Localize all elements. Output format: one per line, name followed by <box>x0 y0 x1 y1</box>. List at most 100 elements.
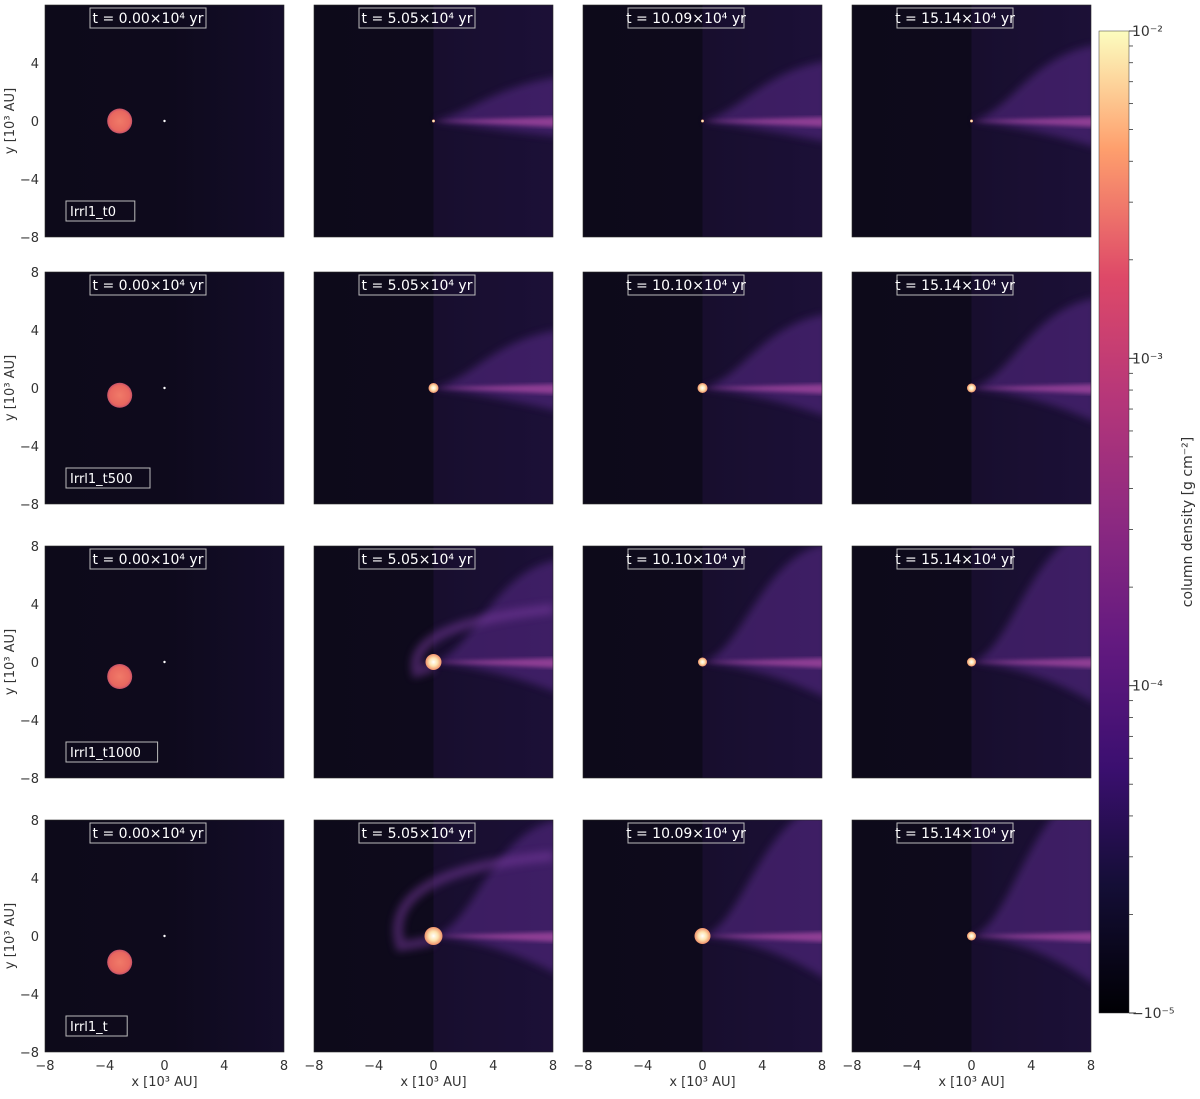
time-label-text: t = 0.00×10⁴ yr <box>93 278 204 294</box>
x-tick-label: 8 <box>549 1059 557 1074</box>
panel-2-1: t = 0.00×10⁴ yr Irrl1_t500 −8 −4 0 4 8 y [10³ A… <box>3 266 285 513</box>
colorbar-tick-label: 10⁻³ <box>1132 351 1163 367</box>
time-label-text: t = 5.05×10⁴ yr <box>362 11 473 27</box>
time-label: t = 5.05×10⁴ yr <box>358 7 476 29</box>
panel-content <box>107 660 166 689</box>
panel-content <box>970 5 1091 237</box>
x-tick-label: −8 <box>573 1059 592 1074</box>
x-tick-label: 0 <box>160 1059 168 1074</box>
x-axis-title: x [10³ AU] <box>400 1075 466 1090</box>
y-tick-label: 8 <box>31 814 39 829</box>
core-point <box>967 383 976 393</box>
x-tick-label: −4 <box>364 1059 383 1074</box>
x-axis-title: x [10³ AU] <box>669 1075 735 1090</box>
panel-3-3: t = 10.10×10⁴ yr <box>582 545 823 779</box>
outflow-envelope <box>433 561 553 691</box>
panel-content <box>107 382 166 408</box>
panel-frame <box>851 271 1092 505</box>
core-point <box>694 928 711 944</box>
core-point <box>432 119 435 123</box>
x-tick-label: −8 <box>35 1059 54 1074</box>
cloud-blob <box>107 949 133 975</box>
time-label-text: t = 0.00×10⁴ yr <box>93 11 204 27</box>
panel-frame <box>582 545 823 779</box>
y-axis-title: y [10³ AU] <box>3 88 18 154</box>
y-tick-label: 0 <box>31 382 39 397</box>
x-tick-label: 4 <box>758 1059 766 1074</box>
x-tick-label: −8 <box>842 1059 861 1074</box>
bow-shell <box>410 604 553 679</box>
time-label-box <box>627 274 745 296</box>
panel-content <box>694 820 822 1052</box>
colorbar-tick-label: −10⁻⁵ <box>1132 1006 1175 1022</box>
x-tick-label: −4 <box>633 1059 652 1074</box>
y-tick-label: −8 <box>20 772 39 787</box>
y-tick-label: 0 <box>31 930 39 945</box>
panel-content <box>410 546 553 778</box>
run-label-text: Irrl1_t1000 <box>70 746 141 761</box>
y-tick-label: −8 <box>20 231 39 246</box>
core-point <box>424 927 443 945</box>
panel-4-4: t = 15.14×10⁴ yr −8 −4 0 4 8 x [10³ AU] <box>842 819 1095 1090</box>
core-point <box>967 657 976 667</box>
time-label-text: t = 15.14×10⁴ yr <box>895 826 1015 842</box>
dense-tail <box>702 384 822 394</box>
x-axis-title: x [10³ AU] <box>131 1075 197 1090</box>
panel-frame <box>44 819 285 1053</box>
y-tick-label: −8 <box>20 1046 39 1061</box>
run-label-text: Irrl1_t500 <box>70 472 133 487</box>
time-label-box <box>358 7 476 29</box>
dense-tail <box>433 658 553 668</box>
core-point <box>425 654 442 670</box>
x-tick-label: 4 <box>489 1059 497 1074</box>
panel-frame <box>313 4 554 238</box>
y-axis-title: y [10³ AU] <box>3 903 18 969</box>
run-label-box <box>65 467 151 489</box>
outflow-envelope <box>971 820 1091 983</box>
y-tick-label: −4 <box>20 714 39 729</box>
star-point <box>163 660 166 664</box>
y-tick-label: −4 <box>20 988 39 1003</box>
dense-tail <box>702 117 822 127</box>
panel-content <box>967 272 1091 504</box>
time-label-text: t = 10.09×10⁴ yr <box>626 11 746 27</box>
panel-frame <box>44 4 285 238</box>
dense-tail <box>433 932 553 942</box>
x-tick-label: 0 <box>698 1059 706 1074</box>
y-tick-label: 8 <box>31 266 39 281</box>
time-label-box <box>358 274 476 296</box>
time-label-text: t = 15.14×10⁴ yr <box>895 278 1015 294</box>
time-label-box <box>896 822 1014 844</box>
x-tick-label: 4 <box>220 1059 228 1074</box>
x-tick-label: 8 <box>280 1059 288 1074</box>
cloud-blob <box>107 382 133 408</box>
panel-3-4: t = 15.14×10⁴ yr <box>851 545 1092 779</box>
time-label-box <box>358 548 476 570</box>
time-label: t = 15.14×10⁴ yr <box>895 822 1015 844</box>
x-tick-label: −4 <box>902 1059 921 1074</box>
run-label: Irrl1_t1000 <box>65 741 159 763</box>
panel-2-4: t = 15.14×10⁴ yr <box>851 271 1092 505</box>
panel-content <box>432 5 553 237</box>
panel-4-1: t = 0.00×10⁴ yr Irrl1_t −8 −4 0 4 8 y [10³ AU] −… <box>3 814 288 1090</box>
time-label-text: t = 15.14×10⁴ yr <box>895 11 1015 27</box>
x-tick-label: 0 <box>967 1059 975 1074</box>
panel-frame <box>44 545 285 779</box>
dense-tail <box>971 117 1091 127</box>
colorbar: −10⁻⁵ 10⁻⁴ 10⁻³ 10⁻² column density [g cm⁻²] <box>1098 24 1196 1022</box>
y-tick-label: −4 <box>20 173 39 188</box>
x-tick-label: 0 <box>429 1059 437 1074</box>
y-tick-label: 0 <box>31 656 39 671</box>
panel-frame <box>44 271 285 505</box>
time-label-box <box>896 274 1014 296</box>
panel-1-4: t = 15.14×10⁴ yr <box>851 4 1092 238</box>
panel-frame <box>582 4 823 238</box>
panel-frame <box>851 819 1092 1053</box>
x-tick-label: −4 <box>95 1059 114 1074</box>
y-axis-title: y [10³ AU] <box>3 629 18 695</box>
colorbar-gradient <box>1099 31 1129 1013</box>
dense-tail <box>702 658 822 668</box>
run-label-box <box>65 1015 128 1037</box>
